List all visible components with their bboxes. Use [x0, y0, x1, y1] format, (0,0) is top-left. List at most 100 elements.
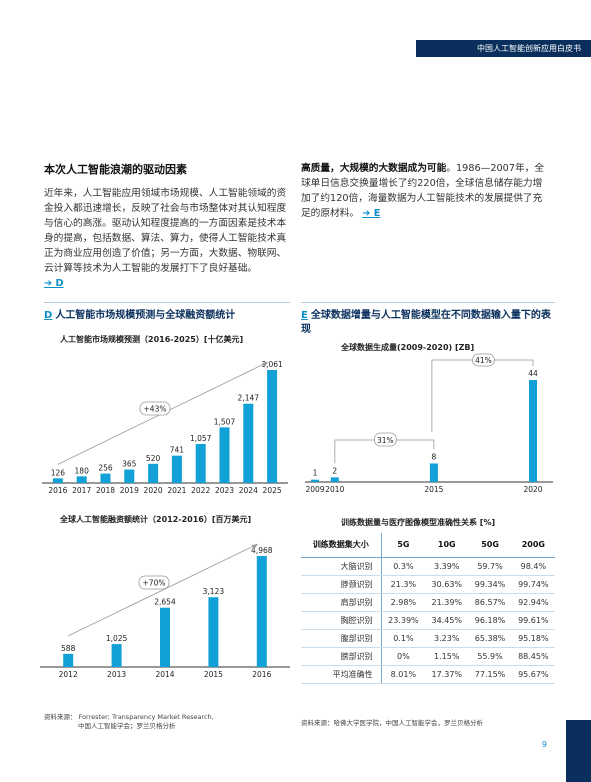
- growth-label: 31%: [377, 436, 394, 445]
- table-row-label: 膀部识别: [301, 647, 382, 666]
- table-row: 胸腔识别 23.39% 34.45% 96.18% 99.61%: [301, 611, 555, 630]
- left-paragraph-text: 近年来，人工智能应用领域市场规模、人工智能领域的资金投入都迅速增长，反映了社会与…: [44, 188, 287, 274]
- x-tick-label: 2019: [120, 486, 139, 495]
- bar-value-label: 741: [170, 446, 185, 455]
- table-cell: 98.4%: [511, 557, 555, 576]
- table-cell: 55.9%: [468, 647, 512, 666]
- accuracy-table-header: 训练数据集大小 5G 10G 50G 200G: [301, 533, 555, 558]
- data-volume-chart: 1 2009 2 2010 8 2015 44 2020 31% 41%: [305, 353, 553, 494]
- table-row-label: 平均准确性: [301, 665, 382, 684]
- table-cell: 34.45%: [425, 611, 469, 630]
- table-cell: 21.39%: [425, 593, 469, 612]
- table-cell: 17.37%: [425, 665, 469, 684]
- bar: [208, 597, 219, 667]
- table-row: 大脑识别 0.3% 3.39% 59.7% 98.4%: [301, 557, 555, 576]
- x-tick-label: 2013: [107, 670, 126, 679]
- x-tick-label: 2020: [523, 485, 542, 494]
- table-cell: 95.18%: [511, 629, 555, 648]
- growth-badge: [472, 353, 495, 367]
- table-cell: 95.67%: [511, 665, 555, 684]
- bar-value-label: 365: [122, 460, 137, 469]
- bar-value-label: 180: [75, 466, 90, 475]
- bar: [148, 463, 159, 483]
- bar: [160, 607, 170, 667]
- table-row-label: 腹部识别: [301, 629, 382, 648]
- accuracy-table-title: 训练数据量与医疗图像模型准确性关系 [%]: [341, 518, 496, 527]
- bar-value-label: 1: [313, 469, 318, 478]
- trend-arrowhead: [262, 362, 269, 368]
- page-corner-bar: [566, 720, 591, 782]
- x-tick-label: 2010: [325, 485, 344, 494]
- table-header-cell: 200G: [511, 533, 555, 558]
- growth-label: 41%: [475, 356, 492, 365]
- report-title-bar: 中国人工智能创新应用白皮书: [416, 40, 591, 57]
- table-row-label: 大脑识别: [301, 557, 382, 576]
- table-cell: 30.63%: [425, 575, 469, 594]
- table-header-cell: 5G: [381, 533, 426, 558]
- section-e-rule: [301, 302, 555, 303]
- section-d-text: 人工智能市场规模预测与全球融资额统计: [55, 310, 236, 321]
- right-paragraph-lead: 高质量，大规模的大数据成为可能: [301, 163, 447, 174]
- bar-value-label: 4,968: [251, 546, 273, 555]
- growth-label: +70%: [143, 579, 166, 588]
- table-cell: 59.7%: [468, 557, 512, 576]
- bar-value-label: 126: [51, 468, 66, 477]
- bar-value-label: 1,507: [214, 417, 236, 426]
- table-cell: 99.34%: [468, 575, 512, 594]
- funding-chart-title: 全球人工智能融资额统计（2012-2016）[百万美元]: [60, 515, 252, 524]
- source-left: 资料来源： Forrester; Transparency Market Res…: [44, 713, 214, 731]
- growth-label: +43%: [144, 405, 167, 414]
- table-cell: 0.3%: [381, 557, 426, 576]
- table-cell: 3.39%: [425, 557, 469, 576]
- left-heading: 本次人工智能浪潮的驱动因素: [44, 163, 187, 176]
- table-row-label: 脖颈识别: [301, 575, 382, 594]
- table-cell: 96.18%: [468, 611, 512, 630]
- bar-value-label: 8: [432, 452, 437, 461]
- bar-value-label: 1,025: [106, 634, 128, 643]
- table-row: 肩部识别 2.98% 21.39% 86.57% 92.94%: [301, 593, 555, 612]
- x-tick-label: 2015: [204, 670, 223, 679]
- x-tick-label: 2022: [191, 486, 210, 495]
- link-to-figure-d[interactable]: ➔ D: [44, 278, 64, 289]
- table-row-label: 肩部识别: [301, 593, 382, 612]
- table-cell: 86.57%: [468, 593, 512, 612]
- source-left-line-2: 中国人工智能学会；罗兰贝格分析: [78, 722, 176, 730]
- table-cell: 0.1%: [381, 629, 426, 648]
- report-title: 中国人工智能创新应用白皮书: [477, 44, 581, 53]
- section-e-title: E 全球数据增量与人工智能模型在不同数据输入量下的表现: [301, 309, 555, 337]
- table-header-cell: 10G: [425, 533, 469, 558]
- bar-value-label: 2,147: [238, 394, 260, 403]
- right-paragraph-text: 。1986—2007年，全球单日信息交换量增长了约220倍，全球信息储存能力增加…: [301, 163, 545, 219]
- x-tick-label: 2009: [305, 485, 324, 494]
- section-d-rule: [44, 302, 290, 303]
- table-cell: 8.01%: [381, 665, 426, 684]
- x-tick-label: 2016: [252, 670, 271, 679]
- section-e-letter: E: [301, 310, 308, 321]
- table-cell: 3.23%: [425, 629, 469, 648]
- bar: [429, 463, 438, 482]
- bar: [330, 477, 339, 482]
- source-right: 资料来源：哈佛大学医学院，中国人工智能学会，罗兰贝格分析: [301, 719, 483, 727]
- bar-value-label: 2: [332, 466, 337, 475]
- table-row: 平均准确性 8.01% 17.37% 77.15% 95.67%: [301, 665, 555, 684]
- table-cell: 0%: [381, 647, 426, 666]
- table-cell: 92.94%: [511, 593, 555, 612]
- bar: [195, 443, 206, 483]
- x-tick-label: 2021: [167, 486, 186, 495]
- section-d-letter: D: [44, 310, 53, 321]
- bar: [219, 427, 230, 483]
- bar-value-label: 3,061: [261, 360, 283, 369]
- left-paragraph: 近年来，人工智能应用领域市场规模、人工智能领域的资金投入都迅速增长，反映了社会与…: [44, 186, 289, 291]
- table-row: 脖颈识别 21.3% 30.63% 99.34% 99.74%: [301, 575, 555, 594]
- table-header-cell: 50G: [468, 533, 512, 558]
- table-cell: 21.3%: [381, 575, 426, 594]
- trend-arrowhead: [251, 544, 258, 550]
- table-row-label: 胸腔识别: [301, 611, 382, 630]
- x-tick-label: 2023: [215, 486, 234, 495]
- right-paragraph: 高质量，大规模的大数据成为可能。1986—2007年，全球单日信息交换量增长了约…: [301, 161, 551, 221]
- table-cell: 99.74%: [511, 575, 555, 594]
- x-tick-label: 2015: [424, 485, 443, 494]
- x-tick-label: 2016: [48, 486, 67, 495]
- table-cell: 23.39%: [381, 611, 426, 630]
- link-to-figure-e[interactable]: ➔ E: [362, 208, 381, 219]
